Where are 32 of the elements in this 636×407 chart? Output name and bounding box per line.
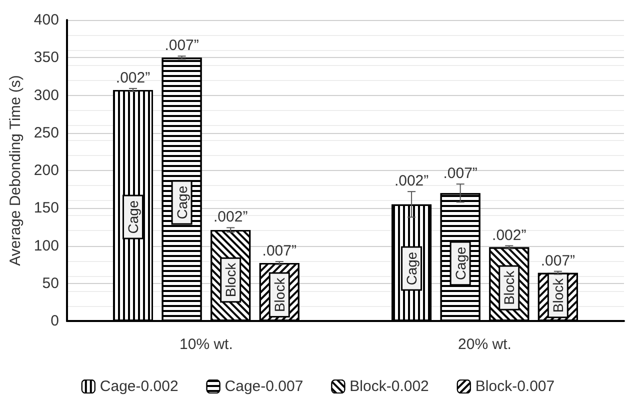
y-tick-label: 0 xyxy=(50,312,59,330)
y-axis-title: Average Debonding Time (s) xyxy=(7,75,24,266)
annotation: .002” xyxy=(492,226,526,244)
y-tick-label: 300 xyxy=(34,86,59,104)
annotation: .007” xyxy=(540,252,576,270)
annotation: .007” xyxy=(164,37,199,54)
annotation: Block xyxy=(222,262,239,298)
annotation: Block xyxy=(550,277,566,313)
annotation: Block xyxy=(501,270,518,305)
y-tick-label: 150 xyxy=(34,200,59,217)
y-tick-label: 250 xyxy=(34,124,59,142)
annotation: Cage xyxy=(452,246,468,280)
annotation: Cage xyxy=(174,186,190,220)
annotation: .002” xyxy=(213,208,248,226)
annotation: .002” xyxy=(116,69,150,86)
annotation: .007” xyxy=(443,165,478,182)
legend-label: Block-0.007 xyxy=(475,378,555,395)
legend-label: Cage-0.002 xyxy=(100,378,178,395)
annotation: .002” xyxy=(394,172,429,190)
annotation: Cage xyxy=(124,200,141,234)
y-tick-label: 350 xyxy=(34,49,59,66)
annotation: Block xyxy=(271,276,288,312)
y-tick-label: 100 xyxy=(34,237,59,254)
y-tick-label: 50 xyxy=(42,274,59,292)
legend-label: Cage-0.007 xyxy=(224,378,304,395)
x-tick-label: 20% wt. xyxy=(458,336,512,353)
annotation: Cage xyxy=(404,252,420,286)
y-tick-label: 200 xyxy=(34,162,59,179)
annotation: .007” xyxy=(262,242,296,260)
y-tick-label: 400 xyxy=(34,12,59,28)
legend-label: Block-0.002 xyxy=(350,378,429,395)
x-tick-label: 10% wt. xyxy=(180,336,233,353)
